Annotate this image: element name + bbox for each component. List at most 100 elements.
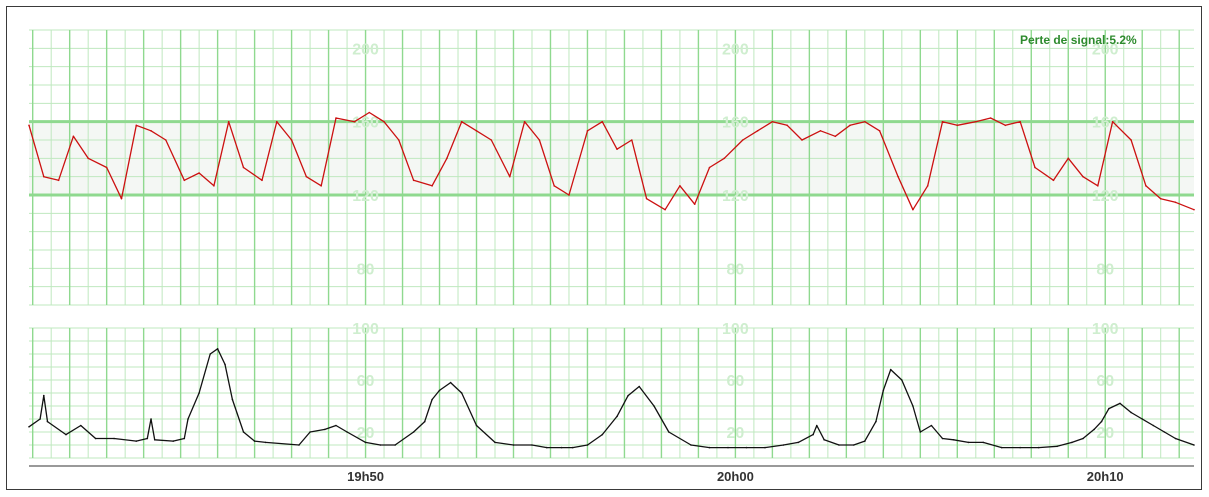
fhr-trace-point xyxy=(786,125,788,127)
toco-trace-point xyxy=(942,438,944,440)
toco-trace-point xyxy=(346,431,348,433)
y-scale-label: 20 xyxy=(726,425,744,442)
fhr-trace-point xyxy=(383,121,385,123)
toco-trace-point xyxy=(209,353,211,355)
toco-trace-point xyxy=(265,442,267,444)
fhr-trace-point xyxy=(150,130,152,132)
fhr-trace-point xyxy=(864,121,866,123)
y-scale-label: 120 xyxy=(1092,188,1119,205)
fhr-trace-point xyxy=(616,148,618,150)
toco-trace-point xyxy=(616,416,618,418)
toco-trace-point xyxy=(953,439,955,441)
toco-trace-point xyxy=(587,444,589,446)
fhr-trace-point xyxy=(228,121,230,123)
toco-trace-point xyxy=(1019,447,1021,449)
toco-trace-point xyxy=(65,434,67,436)
toco-trace-point xyxy=(1101,421,1103,423)
fhr-trace-point xyxy=(135,125,137,127)
y-scale-label: 60 xyxy=(1096,373,1114,390)
toco-trace-point xyxy=(224,364,226,366)
fhr-trace-point xyxy=(73,136,75,138)
toco-trace-point xyxy=(920,431,922,433)
fhr-trace-point xyxy=(1175,202,1177,204)
toco-trace-point xyxy=(394,444,396,446)
toco-trace-point xyxy=(1071,442,1073,444)
toco-trace-point xyxy=(413,431,415,433)
toco-trace-point xyxy=(727,447,729,449)
toco-trace-point xyxy=(217,348,219,350)
toco-trace-point xyxy=(147,438,149,440)
fhr-trace-point xyxy=(1019,121,1021,123)
fhr-trace-point xyxy=(335,117,337,119)
toco-trace-point xyxy=(627,395,629,397)
toco-trace-point xyxy=(431,399,433,401)
fhr-trace-point xyxy=(757,130,759,132)
toco-trace-point xyxy=(1164,431,1166,433)
toco-trace-point xyxy=(1108,408,1110,410)
fhr-trace-point xyxy=(942,121,944,123)
fhr-trace-point xyxy=(58,180,60,182)
fhr-trace-point xyxy=(879,130,881,132)
fhr-trace-point xyxy=(1005,125,1007,127)
signal-loss-label: Perte de signal:5.2% xyxy=(1020,33,1137,47)
toco-trace-point xyxy=(783,444,785,446)
fhr-trace-point xyxy=(1145,185,1147,187)
fhr-trace-point xyxy=(849,125,851,127)
signal-loss-value: 5.2% xyxy=(1109,33,1136,47)
fhr-trace-point xyxy=(631,139,633,141)
toco-trace-point xyxy=(324,429,326,431)
y-scale-label: 80 xyxy=(726,261,744,278)
x-tick-label: 20h00 xyxy=(717,469,754,484)
fhr-trace-point xyxy=(709,167,711,169)
x-tick-label: 19h50 xyxy=(347,469,384,484)
toco-trace-point xyxy=(838,444,840,446)
fhr-trace-point xyxy=(820,130,822,132)
fhr-trace-point xyxy=(398,139,400,141)
y-scale-label: 160 xyxy=(352,115,379,132)
y-scale-label: 60 xyxy=(357,373,375,390)
fhr-trace-point xyxy=(165,139,167,141)
fhr-trace-point xyxy=(306,176,308,178)
toco-trace-point xyxy=(232,399,234,401)
fhr-trace-point xyxy=(243,167,245,169)
fhr-trace-point xyxy=(742,139,744,141)
fhr-trace-point xyxy=(912,209,914,211)
fhr-trace-point xyxy=(43,176,45,178)
fhr-trace-point xyxy=(446,158,448,160)
toco-trace-point xyxy=(380,444,382,446)
fhr-trace-point xyxy=(664,209,666,211)
fhr-trace-point xyxy=(1130,139,1132,141)
toco-trace-point xyxy=(1038,447,1040,449)
y-scale-label: 200 xyxy=(722,41,749,58)
y-scale-label: 120 xyxy=(352,188,379,205)
fhr-trace-point xyxy=(1097,185,1099,187)
fhr-trace-point xyxy=(291,139,293,141)
toco-trace-point xyxy=(28,426,30,428)
fhr-trace-point xyxy=(491,139,493,141)
fhr-trace-point xyxy=(834,136,836,138)
toco-trace-point xyxy=(309,431,311,433)
fhr-trace-point xyxy=(368,112,370,114)
toco-trace-point xyxy=(709,447,711,449)
toco-trace-point xyxy=(154,439,156,441)
fhr-trace-point xyxy=(1082,176,1084,178)
fhr-trace-point xyxy=(476,130,478,132)
fhr-trace-point xyxy=(184,180,186,182)
fhr-trace-point xyxy=(213,185,215,187)
toco-trace-point xyxy=(816,425,818,427)
fhr-trace-point xyxy=(1112,121,1114,123)
y-scale-label: 80 xyxy=(1096,261,1114,278)
toco-trace-point xyxy=(746,447,748,449)
toco-trace-point xyxy=(653,405,655,407)
toco-trace-point xyxy=(184,438,186,440)
toco-trace-point xyxy=(298,444,300,446)
toco-trace-point xyxy=(47,421,49,423)
toco-trace-point xyxy=(875,421,877,423)
fhr-trace-point xyxy=(957,125,959,127)
toco-trace-point xyxy=(1153,425,1155,427)
toco-trace-point xyxy=(601,434,603,436)
fhr-trace-point xyxy=(724,158,726,160)
toco-trace-point xyxy=(1193,444,1195,446)
fhr-trace-point xyxy=(320,185,322,187)
